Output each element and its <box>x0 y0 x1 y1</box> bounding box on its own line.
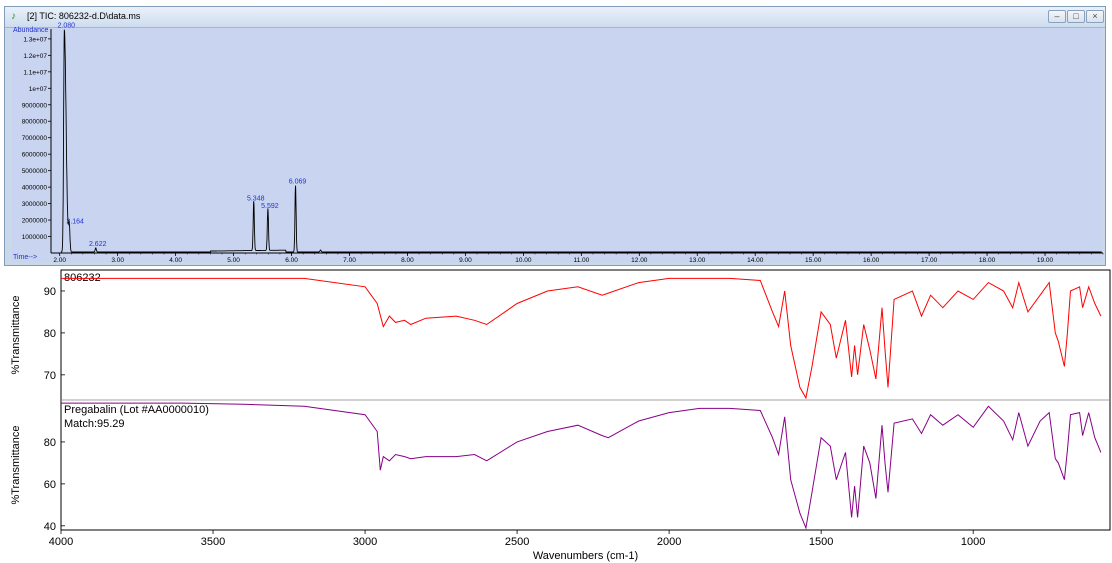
y-tick-label: 9000000 <box>22 102 48 109</box>
x-tick-label: 3500 <box>201 536 225 548</box>
x-tick-label: 3000 <box>353 536 377 548</box>
peak-label: 6.069 <box>289 178 307 185</box>
window-titlebar[interactable]: ♪ [2] TIC: 806232-d.D\data.ms – □ × <box>5 7 1105 28</box>
peak-label: 2.080 <box>58 23 76 30</box>
x-tick-label: 4.00 <box>169 257 182 264</box>
peak-label: 5.348 <box>247 196 265 203</box>
x-tick-label: 1000 <box>961 536 985 548</box>
x-tick-label: 2.00 <box>53 257 66 264</box>
y-tick-label: 2000000 <box>22 218 48 225</box>
peak-label: 2.164 <box>66 219 84 226</box>
x-tick-label: 12.00 <box>631 257 648 264</box>
x-tick-label: 3.00 <box>111 257 124 264</box>
chromatogram-plot-area <box>12 28 1102 262</box>
maximize-button[interactable]: □ <box>1067 10 1085 23</box>
x-tick-label: 1500 <box>809 536 833 548</box>
y-axis-label: Abundance <box>13 27 49 34</box>
y-tick-label: 80 <box>44 437 56 449</box>
window-title: [2] TIC: 806232-d.D\data.ms <box>27 11 141 21</box>
y-tick-label: 80 <box>44 328 56 340</box>
x-axis-label: Wavenumbers (cm-1) <box>533 550 638 562</box>
sample-spectrum-trace <box>61 277 1102 400</box>
x-tick-label: 9.00 <box>459 257 472 264</box>
peak-label: 5.592 <box>261 203 279 210</box>
y-axis-label: %Transmittance <box>10 425 22 504</box>
x-tick-label: 2500 <box>505 536 529 548</box>
y-tick-label: 8000000 <box>22 119 48 126</box>
y-tick-label: 1e+07 <box>29 86 48 93</box>
spectrum-title: Pregabalin (Lot #AA0000010) <box>64 404 209 416</box>
y-tick-label: 1.2e+07 <box>23 53 47 60</box>
x-tick-label: 8.00 <box>401 257 414 264</box>
y-tick-label: 1.3e+07 <box>23 36 47 43</box>
x-tick-label: 19.00 <box>1037 257 1054 264</box>
chromatogram-icon: ♪ <box>11 11 16 22</box>
peak-label: 2.622 <box>89 241 107 248</box>
y-tick-label: 60 <box>44 479 56 491</box>
x-tick-label: 4000 <box>49 536 73 548</box>
x-tick-label: 5.00 <box>227 257 240 264</box>
y-tick-label: 5000000 <box>22 168 48 175</box>
y-tick-label: 1.1e+07 <box>23 69 47 76</box>
reference-spectrum-trace <box>61 402 1102 530</box>
x-tick-label: 6.00 <box>285 257 298 264</box>
x-tick-label: 10.00 <box>515 257 532 264</box>
x-tick-label: 7.00 <box>343 257 356 264</box>
x-tick-label: 17.00 <box>921 257 938 264</box>
chromatogram-chart: Abundance Time--> 1.3e+07 1.2e+07 1.1e+07 1e+… <box>13 23 1104 264</box>
chromatogram-trace <box>60 29 1102 253</box>
x-axis-label: Time--> <box>13 254 37 261</box>
chromatogram-window: ♪ [2] TIC: 806232-d.D\data.ms – □ × Abun… <box>4 6 1106 266</box>
y-tick-label: 70 <box>44 370 56 382</box>
x-tick-label: 11.00 <box>573 257 589 264</box>
x-tick-label: 14.00 <box>747 257 764 264</box>
y-tick-label: 90 <box>44 286 56 298</box>
y-tick-label: 6000000 <box>22 152 48 159</box>
x-tick-label: 15.00 <box>805 257 822 264</box>
y-tick-label: 1000000 <box>22 234 48 241</box>
ir-spectra-panel: %Transmittance %Transmittance 90 80 70 80 60 40… <box>0 268 1112 563</box>
close-button[interactable]: × <box>1086 10 1104 23</box>
ir-spectra-chart: %Transmittance %Transmittance 90 80 70 80 60 40… <box>10 269 1111 562</box>
x-tick-label: 16.00 <box>863 257 880 264</box>
y-axis-label: %Transmittance <box>10 295 22 374</box>
x-tick-label: 2000 <box>657 536 681 548</box>
x-tick-label: 18.00 <box>979 257 996 264</box>
y-tick-label: 40 <box>44 521 56 533</box>
y-tick-label: 4000000 <box>22 185 48 192</box>
minimize-button[interactable]: – <box>1048 10 1066 23</box>
match-score: Match:95.29 <box>64 418 125 430</box>
y-tick-label: 3000000 <box>22 201 48 208</box>
x-tick-label: 13.00 <box>689 257 706 264</box>
y-tick-label: 7000000 <box>22 135 48 142</box>
